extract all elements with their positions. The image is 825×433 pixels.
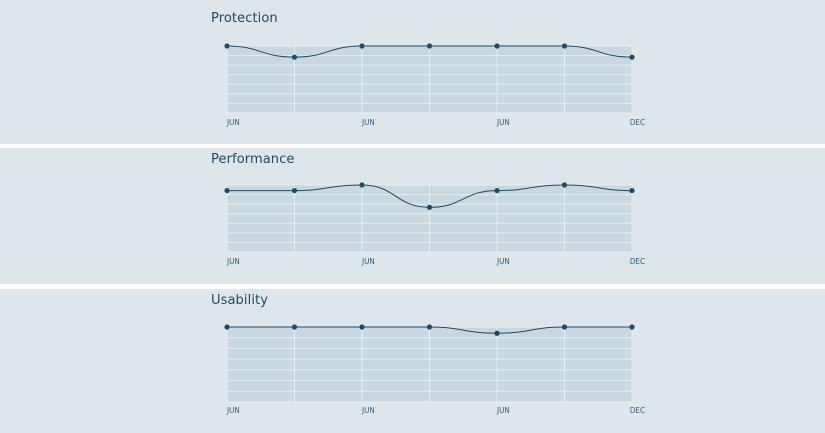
data-point [359, 182, 365, 188]
data-point [561, 324, 568, 330]
chart-title-performance: Performance [211, 152, 295, 167]
chart-protection: JUN JUN JUN DEC [224, 43, 645, 127]
data-point [426, 43, 433, 49]
chart-title-protection: Protection [211, 11, 278, 26]
chart-panel-usability: Usability JUN JUN JUN DEC [0, 289, 825, 433]
chart-usability: JUN JUN JUN DEC [224, 324, 645, 415]
data-point [494, 187, 500, 194]
x-tick-label: DEC [630, 257, 645, 266]
data-point [224, 187, 230, 194]
chart-title-usability: Usability [211, 293, 269, 308]
x-tick-label: JUN [361, 257, 375, 266]
x-tick-label: DEC [630, 118, 645, 127]
x-tick-label: JUN [496, 118, 510, 127]
x-tick-label: JUN [496, 257, 510, 266]
chart-panel-protection: Protection JUN JUN JUN DEC [0, 0, 825, 144]
data-point [359, 324, 365, 330]
x-tick-label: JUN [361, 118, 375, 127]
data-point [494, 43, 500, 49]
data-point [561, 182, 568, 188]
x-tick-label: JUN [226, 257, 240, 266]
data-point [426, 324, 433, 330]
x-tick-label: JUN [226, 406, 240, 415]
data-point [224, 324, 230, 330]
data-point [629, 187, 635, 194]
chart-performance: JUN JUN JUN DEC [224, 182, 645, 266]
data-point [224, 43, 230, 49]
data-point [629, 54, 635, 60]
x-tick-label: JUN [496, 406, 510, 415]
data-point [359, 43, 365, 49]
x-tick-label: JUN [361, 406, 375, 415]
data-point [494, 330, 500, 336]
data-point [561, 43, 568, 49]
data-point [629, 324, 635, 330]
x-tick-label: JUN [226, 118, 240, 127]
x-tick-label: DEC [630, 406, 645, 415]
data-point [291, 324, 298, 330]
data-point [426, 204, 433, 210]
data-point [291, 187, 298, 194]
data-point [291, 54, 298, 60]
chart-panel-performance: Performance JUN JUN JUN DEC [0, 148, 825, 284]
